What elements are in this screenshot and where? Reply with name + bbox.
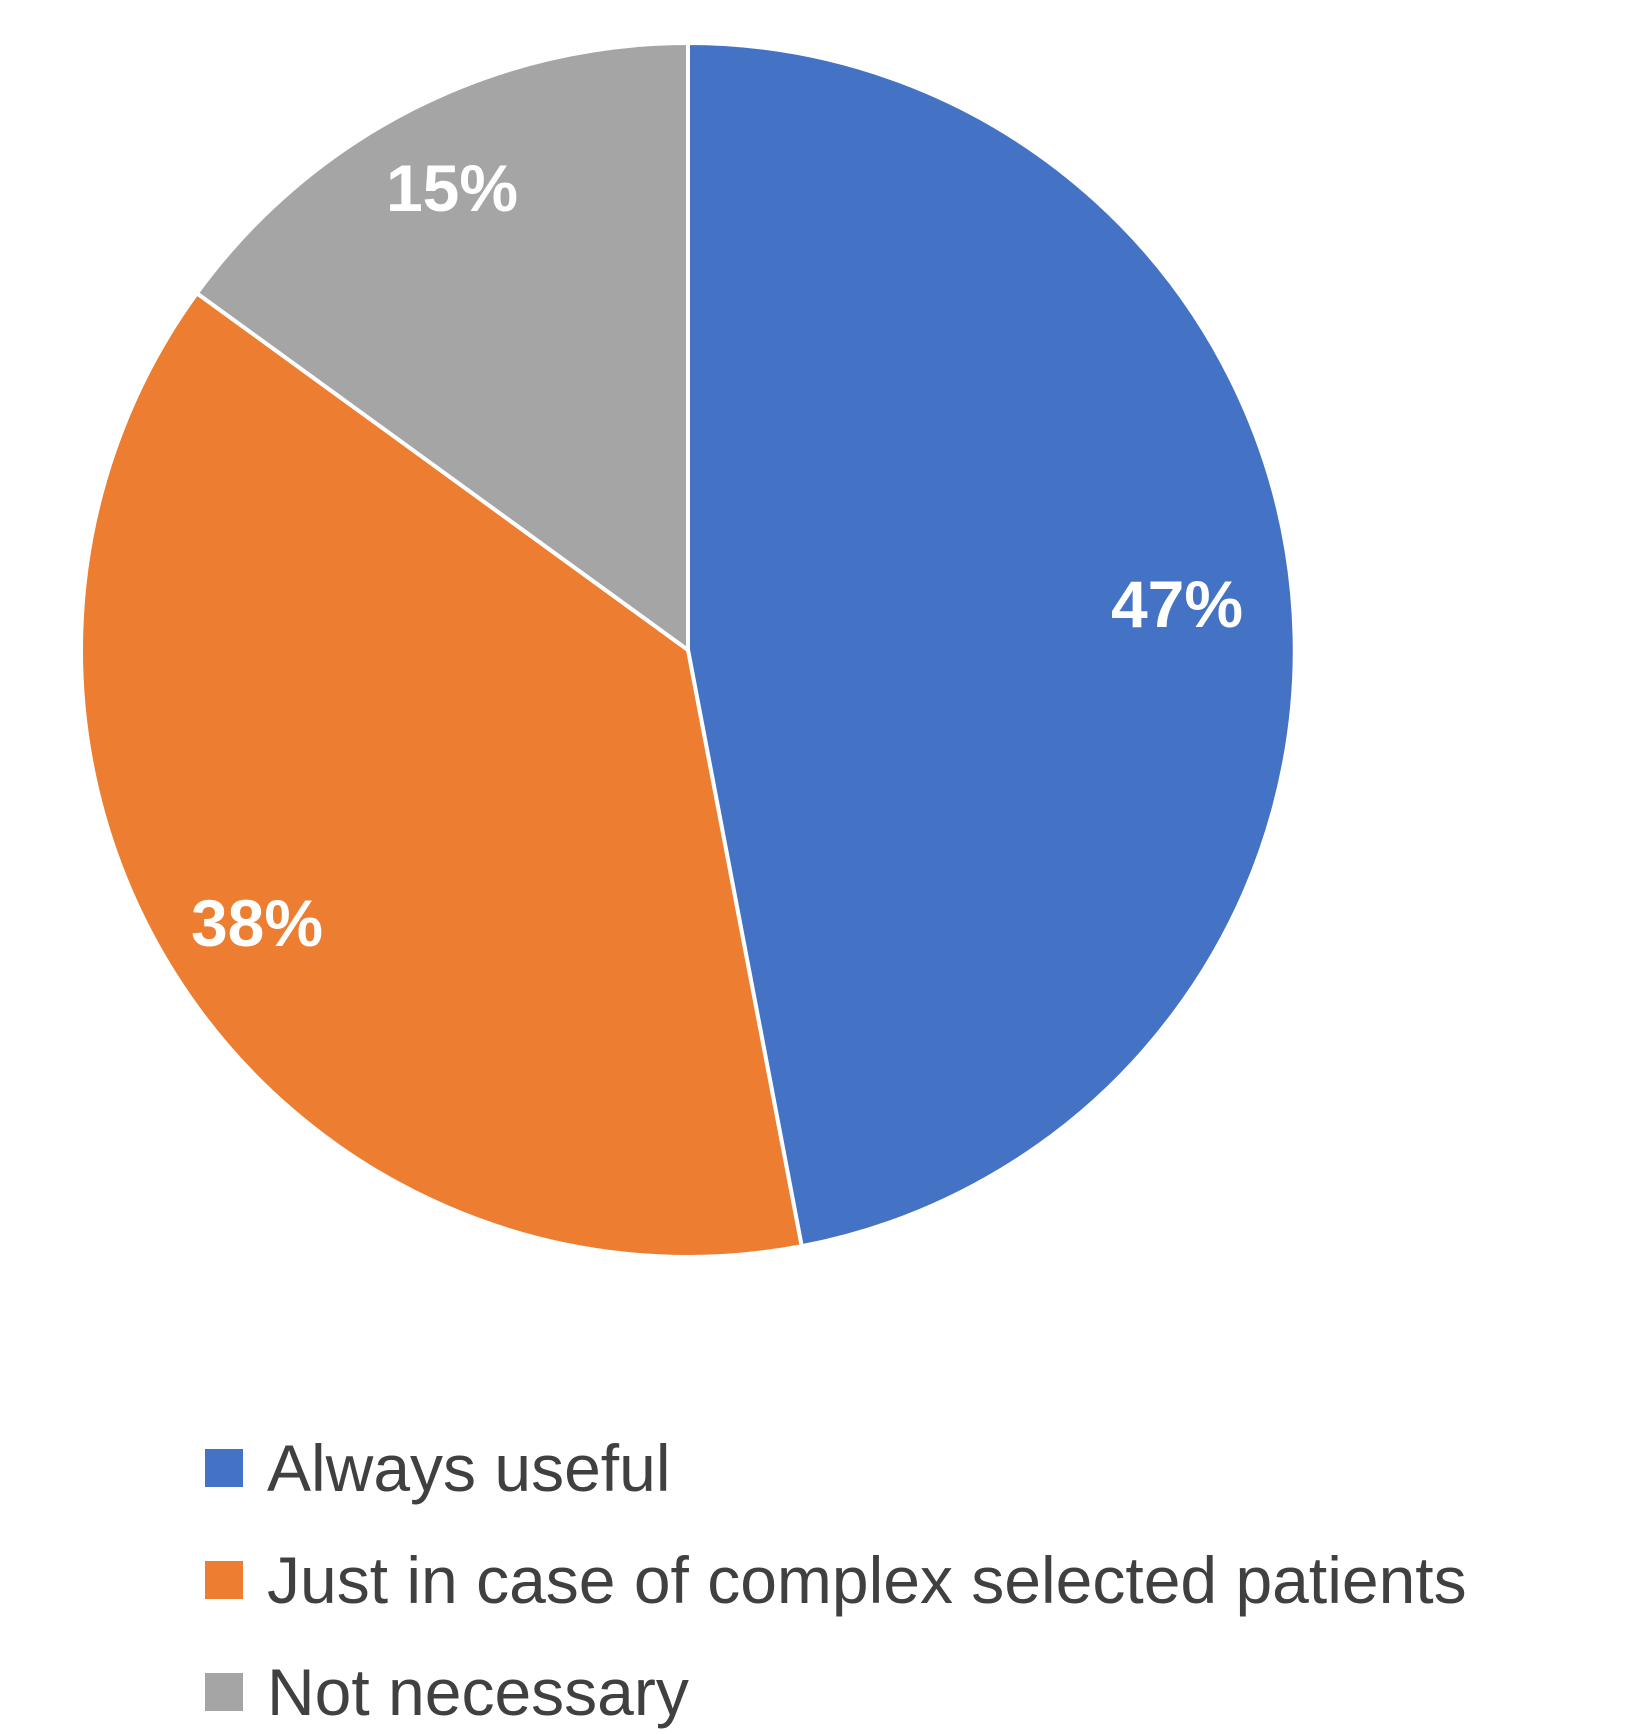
legend-swatch-not-necessary [205,1673,243,1711]
pie-slice-just-in-case-of-complex-selected-patients [79,291,804,1259]
legend-item-always-useful: Always useful [205,1428,1467,1508]
pie-slice-always-useful [686,41,1297,1249]
legend-item-not-necessary: Not necessary [205,1652,1467,1732]
legend-label-just-in-case-of-complex-selected-patients: Just in case of complex selected patient… [267,1543,1467,1617]
pie-slice-label-just-in-case-of-complex-selected-patients: 38% [191,886,323,960]
legend-swatch-always-useful [205,1449,243,1487]
legend-label-not-necessary: Not necessary [267,1655,689,1729]
legend: Always useful Just in case of complex se… [205,1428,1467,1732]
legend-item-just-in-case-of-complex-selected-patients: Just in case of complex selected patient… [205,1540,1467,1620]
legend-swatch-just-in-case-of-complex-selected-patients [205,1561,243,1599]
pie-slice-not-necessary [194,41,690,652]
pie-slice-label-always-useful: 47% [1111,567,1243,641]
legend-label-always-useful: Always useful [267,1431,671,1505]
pie-slice-label-not-necessary: 15% [386,151,518,225]
